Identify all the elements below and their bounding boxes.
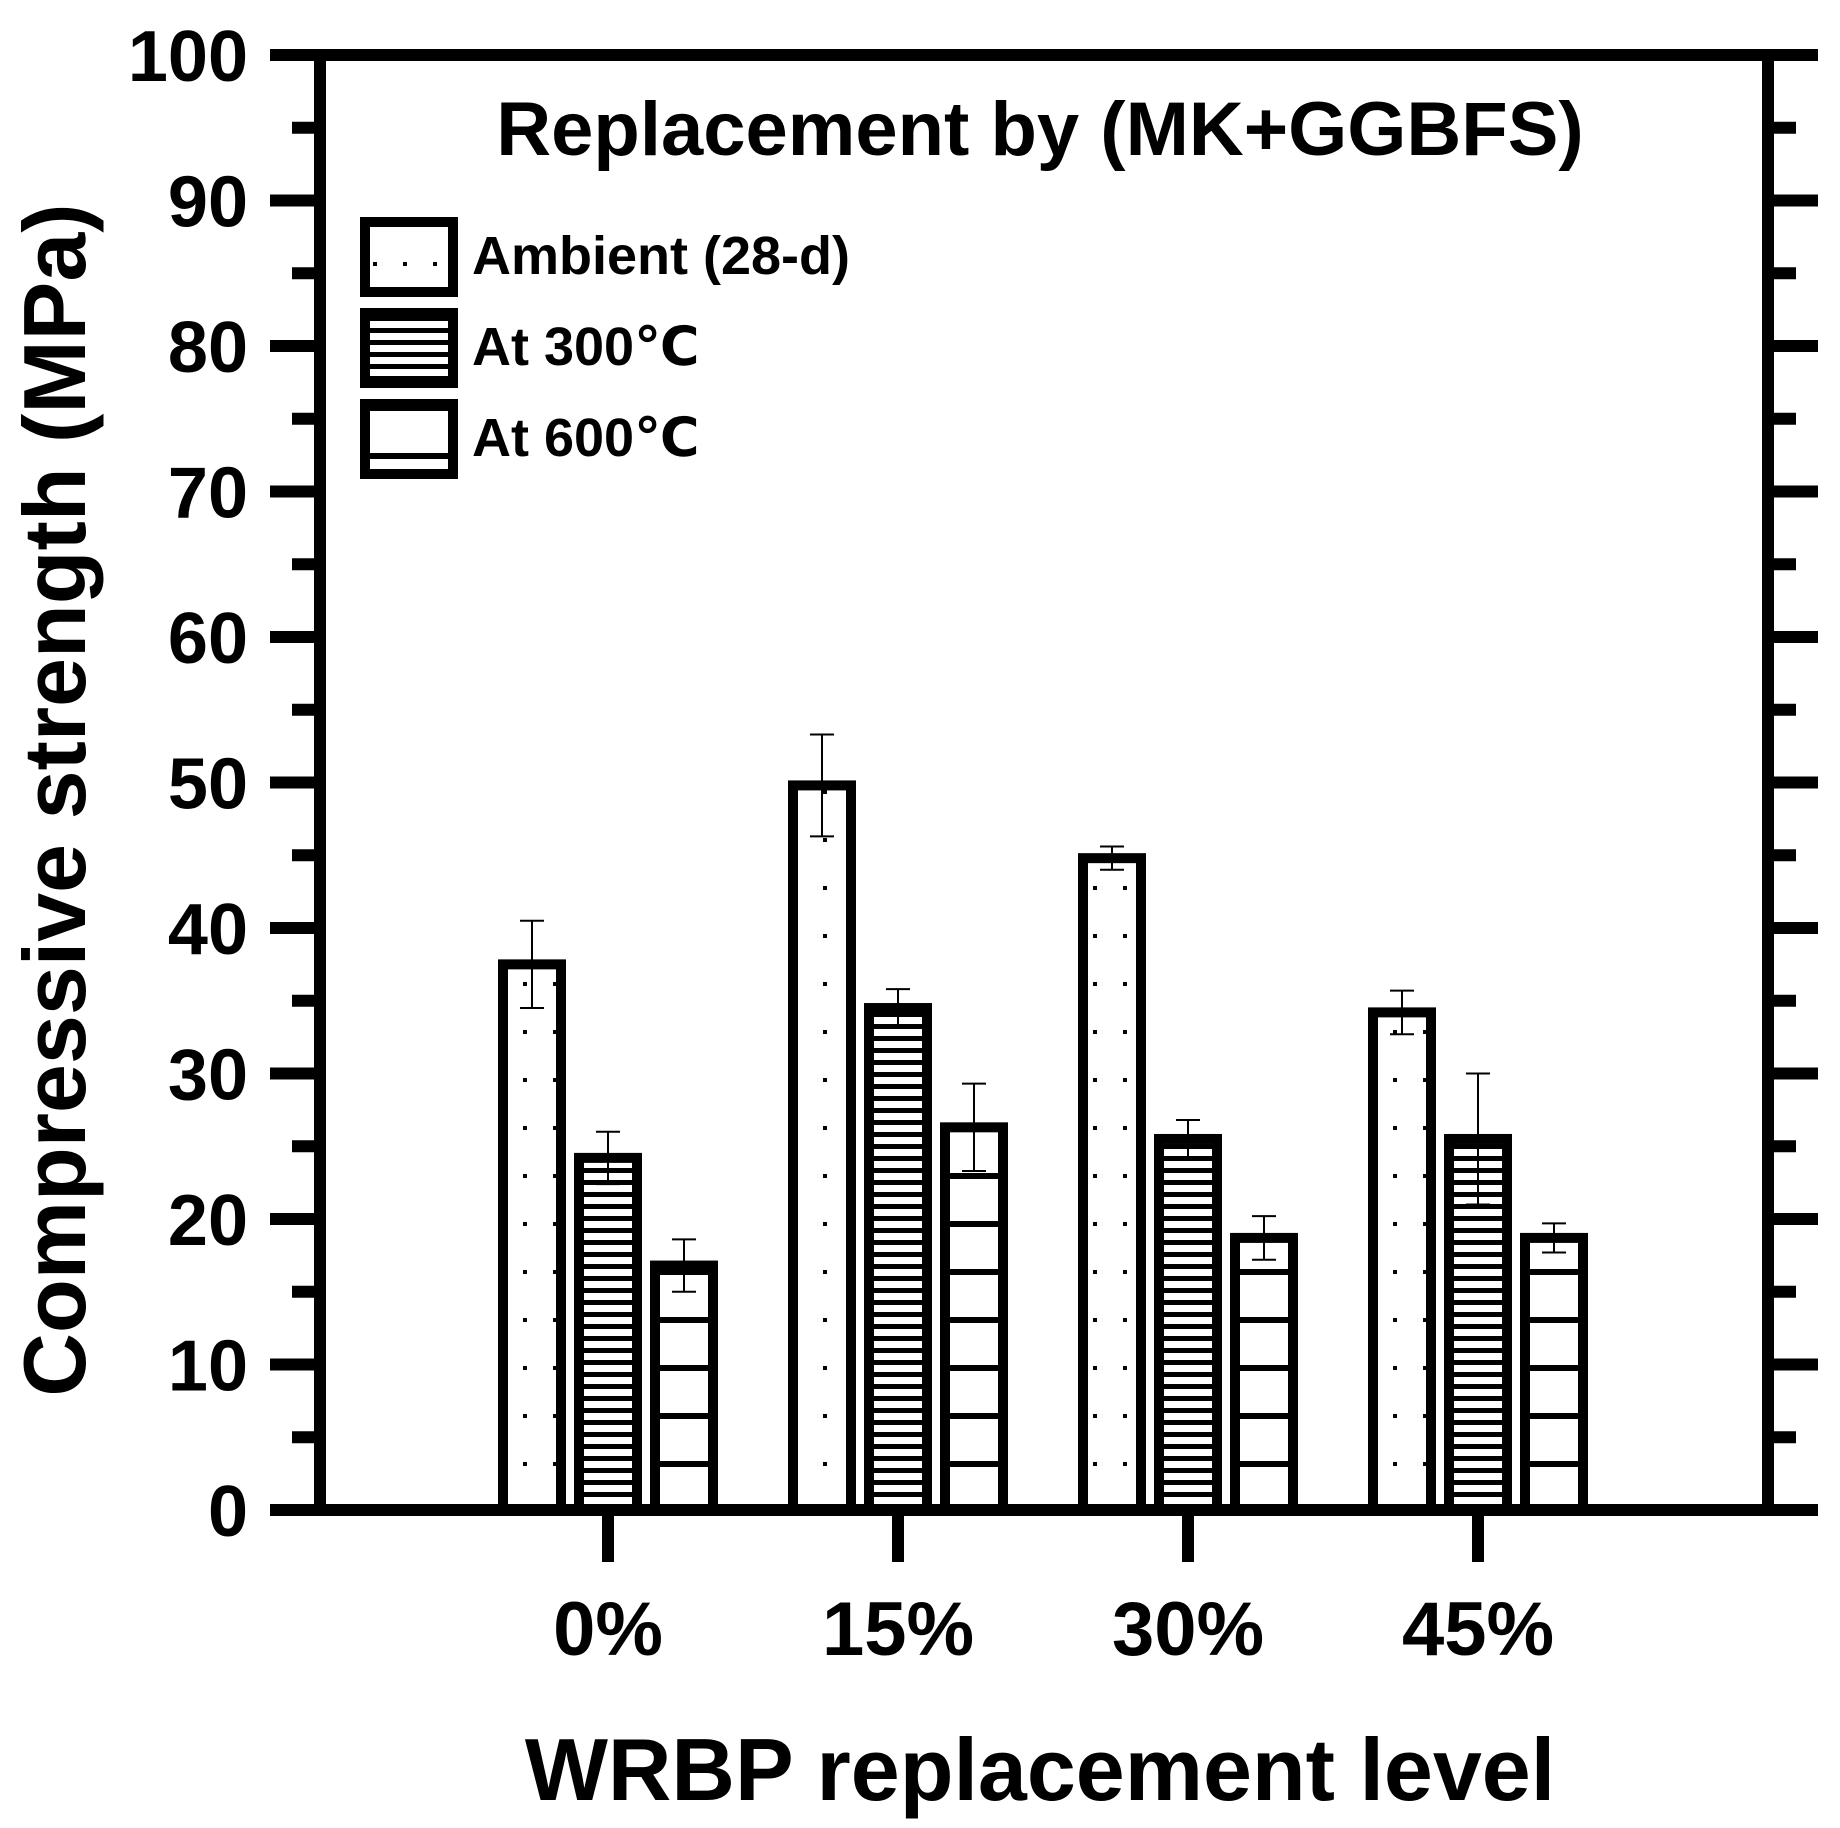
x-tick-label: 0% [553,1587,663,1672]
legend-label: At 600℃ [472,408,699,468]
y-tick-label: 50 [168,745,248,825]
bar [650,1260,718,1516]
x-tick-label: 30% [1112,1587,1264,1672]
bars [498,733,1588,1516]
bar [574,1152,642,1515]
chart-title: Replacement by (MK+GGBFS) [496,87,1583,172]
y-tick-label: 70 [168,454,248,534]
y-tick-label: 90 [168,163,248,243]
y-tick-label: 40 [168,890,248,970]
bar [1230,1232,1298,1516]
legend-swatch [360,308,458,388]
legend-label: At 300℃ [472,317,699,377]
x-axis-label: WRBP replacement level [525,1720,1555,1819]
y-tick-label: 0 [208,1472,248,1552]
bar [1154,1133,1222,1515]
y-tick-label: 100 [128,17,248,97]
y-axis-label: Compressive strength (MPa) [5,203,104,1396]
bar [864,1003,932,1516]
legend-swatch [360,399,458,479]
bar [498,959,566,1515]
y-tick-label: 60 [168,599,248,679]
y-tick-label: 20 [168,1181,248,1261]
bar [1368,1007,1436,1515]
legend-label: Ambient (28-d) [472,226,850,286]
bar [940,1122,1008,1515]
y-tick-label: 10 [168,1327,248,1407]
bar [1078,853,1146,1515]
x-tick-label: 15% [822,1587,974,1672]
y-tick-label: 30 [168,1036,248,1116]
axes: 0 10 20 30 40 50 60 70 80 90 100 0% 15% 30% 45% [128,17,1818,1672]
legend: Ambient (28-d) At 300℃ At 600℃ [360,217,850,479]
bar [788,780,856,1515]
y-tick-label: 80 [168,308,248,388]
legend-swatch [360,217,458,297]
bar [1520,1232,1588,1516]
x-tick-label: 45% [1402,1587,1554,1672]
